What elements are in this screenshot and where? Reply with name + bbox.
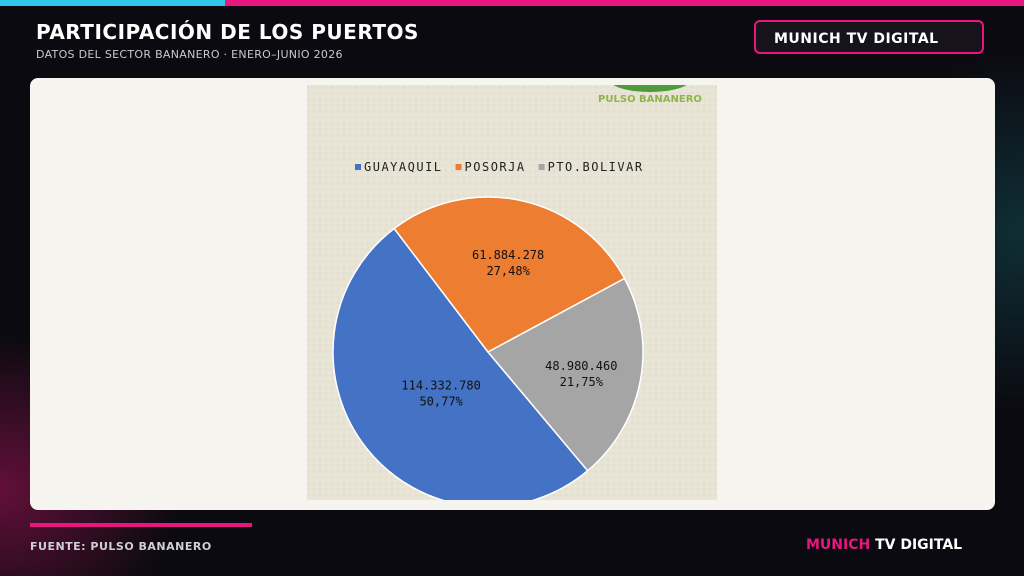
- legend-label: POSORJA: [465, 160, 526, 174]
- data-label-percent: 27,48%: [486, 264, 530, 278]
- legend-marker: [355, 164, 361, 170]
- source: FUENTE: PULSO BANANERO: [30, 540, 212, 553]
- top-bar-accent: [0, 0, 225, 6]
- watermark: PULSO BANANERO: [598, 94, 702, 105]
- pie-slice: [486, 277, 644, 472]
- top-bar: [0, 0, 1024, 6]
- legend-marker: [538, 164, 545, 170]
- chart: PULSO BANANERO 114.332.780 50,77% 61.884.2…: [307, 85, 717, 500]
- data-label: 114.332.780: [401, 378, 480, 392]
- footer-brand-accent: MUNICH: [806, 537, 871, 553]
- footer-line: [30, 523, 252, 527]
- legend-label: GUAYAQUIL: [364, 160, 443, 174]
- pie-slice: [393, 196, 626, 353]
- legend-marker: [455, 164, 462, 170]
- data-label: 61.884.278: [472, 248, 544, 262]
- legend-label: PTO.BOLIVAR: [548, 160, 644, 174]
- footer-brand-rest: TV DIGITAL: [875, 537, 963, 553]
- panel: PULSO BANANERO 114.332.780 50,77% 61.884.2…: [30, 78, 995, 510]
- subtitle: DATOS DEL SECTOR BANANERO · ENERO–JUNIO …: [36, 48, 343, 61]
- logo: [613, 85, 687, 92]
- data-label-percent: 21,75%: [560, 375, 604, 389]
- title: PARTICIPACIÓN DE LOS PUERTOS: [36, 20, 419, 44]
- pie-slice: [332, 227, 589, 500]
- data-label-percent: 50,77%: [419, 394, 463, 408]
- footer-brand: MUNICH TV DIGITAL: [806, 537, 962, 553]
- data-label: 48.980.460: [545, 359, 617, 373]
- brand: MUNICH TV DIGITAL: [754, 20, 984, 54]
